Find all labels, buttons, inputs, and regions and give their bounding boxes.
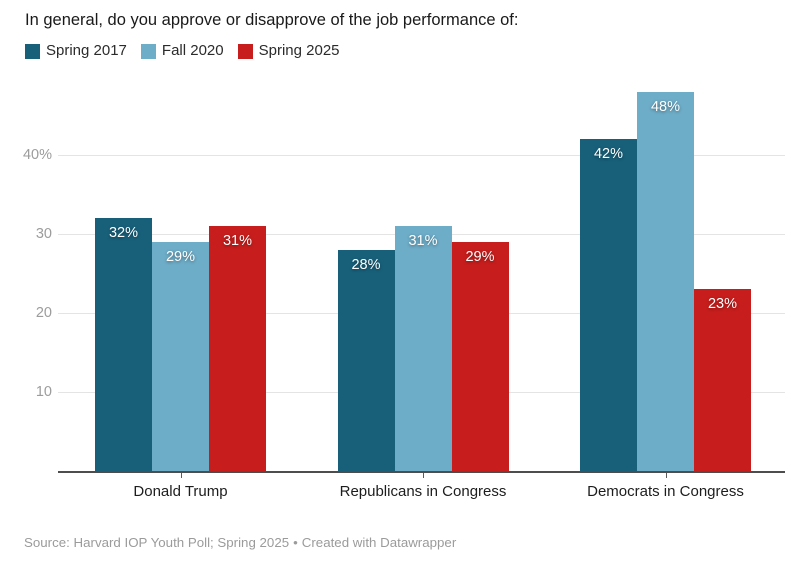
legend-item-spring-2025: Spring 2025 (237, 42, 340, 59)
category-label-republicans-in-congress: Republicans in Congress (339, 483, 507, 500)
gridline-40 (58, 155, 785, 156)
bar-donald-trump-fall-2020: 29% (152, 242, 209, 471)
chart-title: In general, do you approve or disapprove… (25, 11, 519, 29)
bar-value-label: 29% (465, 249, 495, 265)
bar-republicans-in-congress-spring-2017: 28% (337, 250, 395, 471)
bar-republicans-in-congress-spring-2025: 29% (451, 242, 509, 471)
y-axis-tick-label: 30 (35, 226, 52, 242)
bar-democrats-in-congress-spring-2025: 23% (694, 289, 751, 471)
bar-value-label: 29% (165, 249, 196, 265)
category-label-donald-trump: Donald Trump (133, 483, 228, 500)
source-note: Source: Harvard IOP Youth Poll; Spring 2… (24, 535, 456, 550)
bar-value-label: 28% (351, 257, 381, 273)
legend-swatch-icon (25, 43, 40, 59)
x-axis-tick (665, 473, 667, 478)
legend-label: Fall 2020 (161, 42, 224, 59)
x-axis-tick (423, 473, 424, 478)
bar-democrats-in-congress-spring-2017: 42% (580, 139, 637, 471)
bar-donald-trump-spring-2025: 31% (209, 226, 266, 471)
legend-label: Spring 2017 (46, 42, 127, 59)
footer-separator: • (293, 535, 298, 550)
bar-donald-trump-spring-2017: 32% (95, 218, 152, 471)
legend-swatch-icon (237, 43, 253, 59)
source-text: Source: Harvard IOP Youth Poll; Spring 2… (24, 535, 290, 550)
x-axis-tick (180, 473, 182, 478)
category-label-democrats-in-congress: Democrats in Congress (587, 483, 744, 500)
datawrapper-credit-link[interactable]: Created with Datawrapper (301, 535, 457, 550)
bar-value-label: 31% (222, 233, 253, 249)
x-axis-baseline (58, 471, 785, 473)
bar-democrats-in-congress-fall-2020: 48% (637, 92, 694, 471)
bar-value-label: 31% (408, 233, 438, 249)
legend-item-fall-2020: Fall 2020 (140, 42, 224, 59)
y-axis-tick-label: 10 (35, 384, 52, 400)
y-axis-tick-label: 40% (22, 147, 52, 163)
bar-value-label: 32% (108, 225, 139, 241)
legend: Spring 2017 Fall 2020 Spring 2025 (25, 43, 354, 59)
bar-value-label: 42% (593, 146, 624, 162)
y-axis-tick-label: 20 (35, 305, 52, 321)
legend-item-spring-2017: Spring 2017 (25, 43, 127, 59)
bar-republicans-in-congress-fall-2020: 31% (394, 226, 452, 471)
bar-value-label: 23% (707, 296, 738, 312)
legend-label: Spring 2025 (258, 42, 340, 59)
legend-swatch-icon (140, 43, 156, 59)
bar-value-label: 48% (650, 99, 681, 115)
